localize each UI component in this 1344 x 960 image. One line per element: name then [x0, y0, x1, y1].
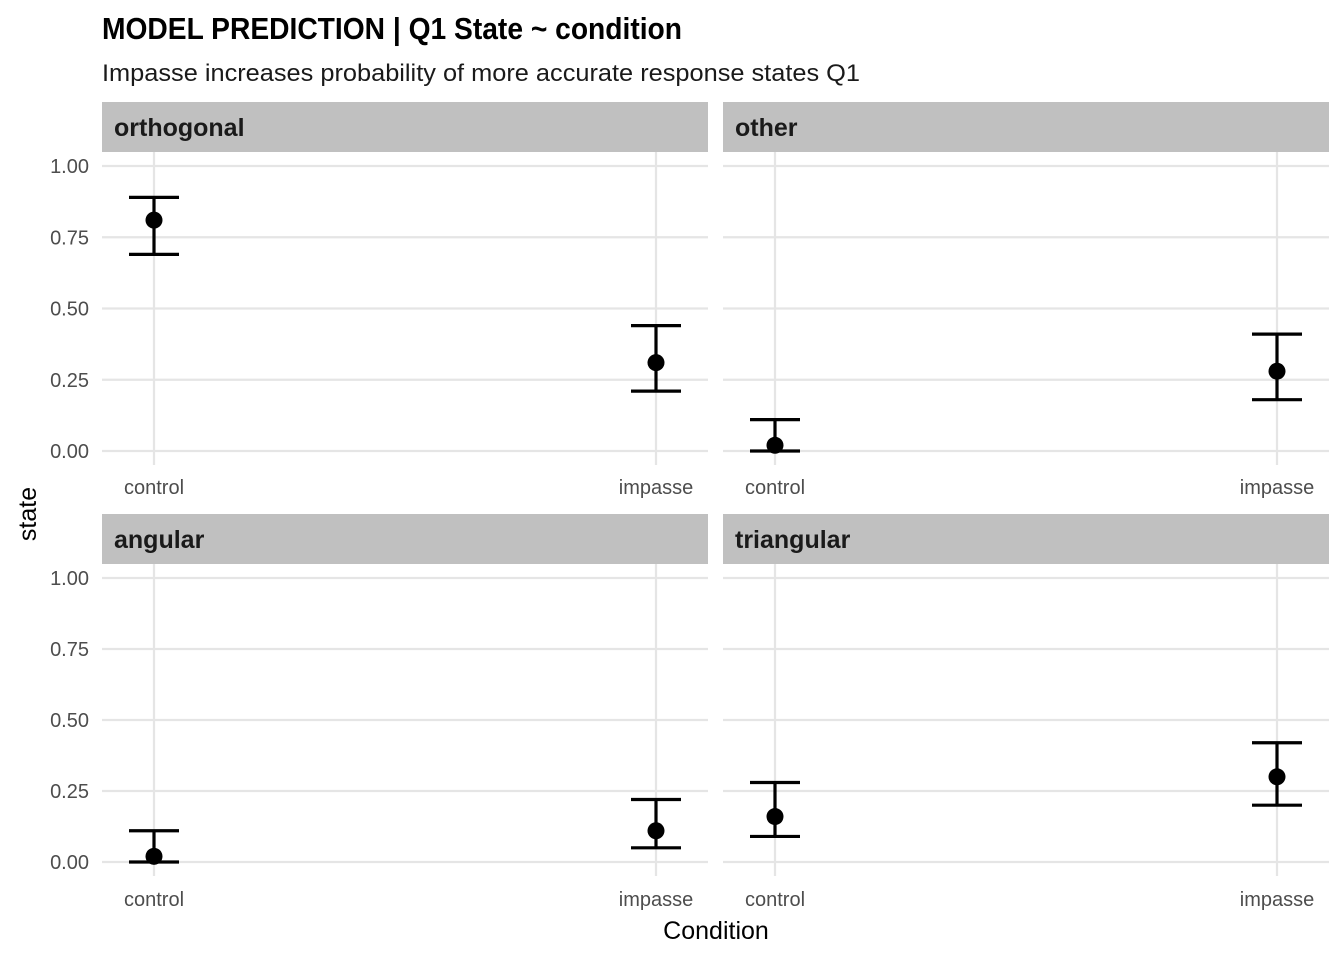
y-tick-label: 0.25 [50, 370, 89, 392]
data-point [766, 808, 784, 826]
y-tick-label: 0.75 [50, 639, 89, 661]
x-tick-label: control [745, 477, 805, 499]
chart-subtitle: Impasse increases probability of more ac… [102, 60, 860, 87]
facet-panel: other control impasse [723, 102, 1329, 499]
y-tick-label: 0.00 [50, 441, 89, 463]
y-axis-title: state [14, 487, 42, 541]
facet-strip [102, 514, 708, 564]
chart-title: MODEL PREDICTION | Q1 State ~ condition [102, 11, 682, 46]
x-tick-label: impasse [619, 889, 693, 911]
facet-panel: orthogonal 0.00 0.25 0.50 0.75 1.00 control imp… [50, 102, 708, 499]
data-point [145, 211, 163, 229]
x-tick-label: impasse [1240, 477, 1314, 499]
facet-strip-label: triangular [735, 526, 851, 554]
y-tick-label: 1.00 [50, 156, 89, 178]
y-tick-label: 0.50 [50, 299, 89, 321]
facet-panels: orthogonal 0.00 0.25 0.50 0.75 1.00 control imp… [50, 102, 1329, 911]
facet-strip [723, 102, 1329, 152]
facet-strip [102, 102, 708, 152]
facet-strip-label: orthogonal [114, 114, 245, 142]
y-tick-label: 1.00 [50, 568, 89, 590]
x-tick-label: control [745, 889, 805, 911]
facet-panel: angular 0.00 0.25 0.50 0.75 1.00 control impass… [50, 514, 708, 911]
y-tick-label: 0.50 [50, 710, 89, 732]
y-tick-label: 0.25 [50, 781, 89, 803]
x-tick-label: control [124, 889, 184, 911]
y-tick-label: 0.00 [50, 852, 89, 874]
x-tick-label: impasse [619, 477, 693, 499]
facet-panel: triangular control impasse [723, 514, 1329, 911]
facet-strip-label: angular [114, 526, 205, 554]
data-point [145, 847, 163, 865]
x-axis-title: Condition [663, 917, 769, 945]
x-tick-label: impasse [1240, 889, 1314, 911]
data-point [1268, 768, 1286, 786]
x-tick-label: control [124, 477, 184, 499]
y-tick-label: 0.75 [50, 227, 89, 249]
data-point [647, 822, 665, 840]
data-point [647, 354, 665, 372]
data-point [766, 436, 784, 454]
data-point [1268, 362, 1286, 380]
facet-strip [723, 514, 1329, 564]
facet-strip-label: other [735, 114, 798, 142]
